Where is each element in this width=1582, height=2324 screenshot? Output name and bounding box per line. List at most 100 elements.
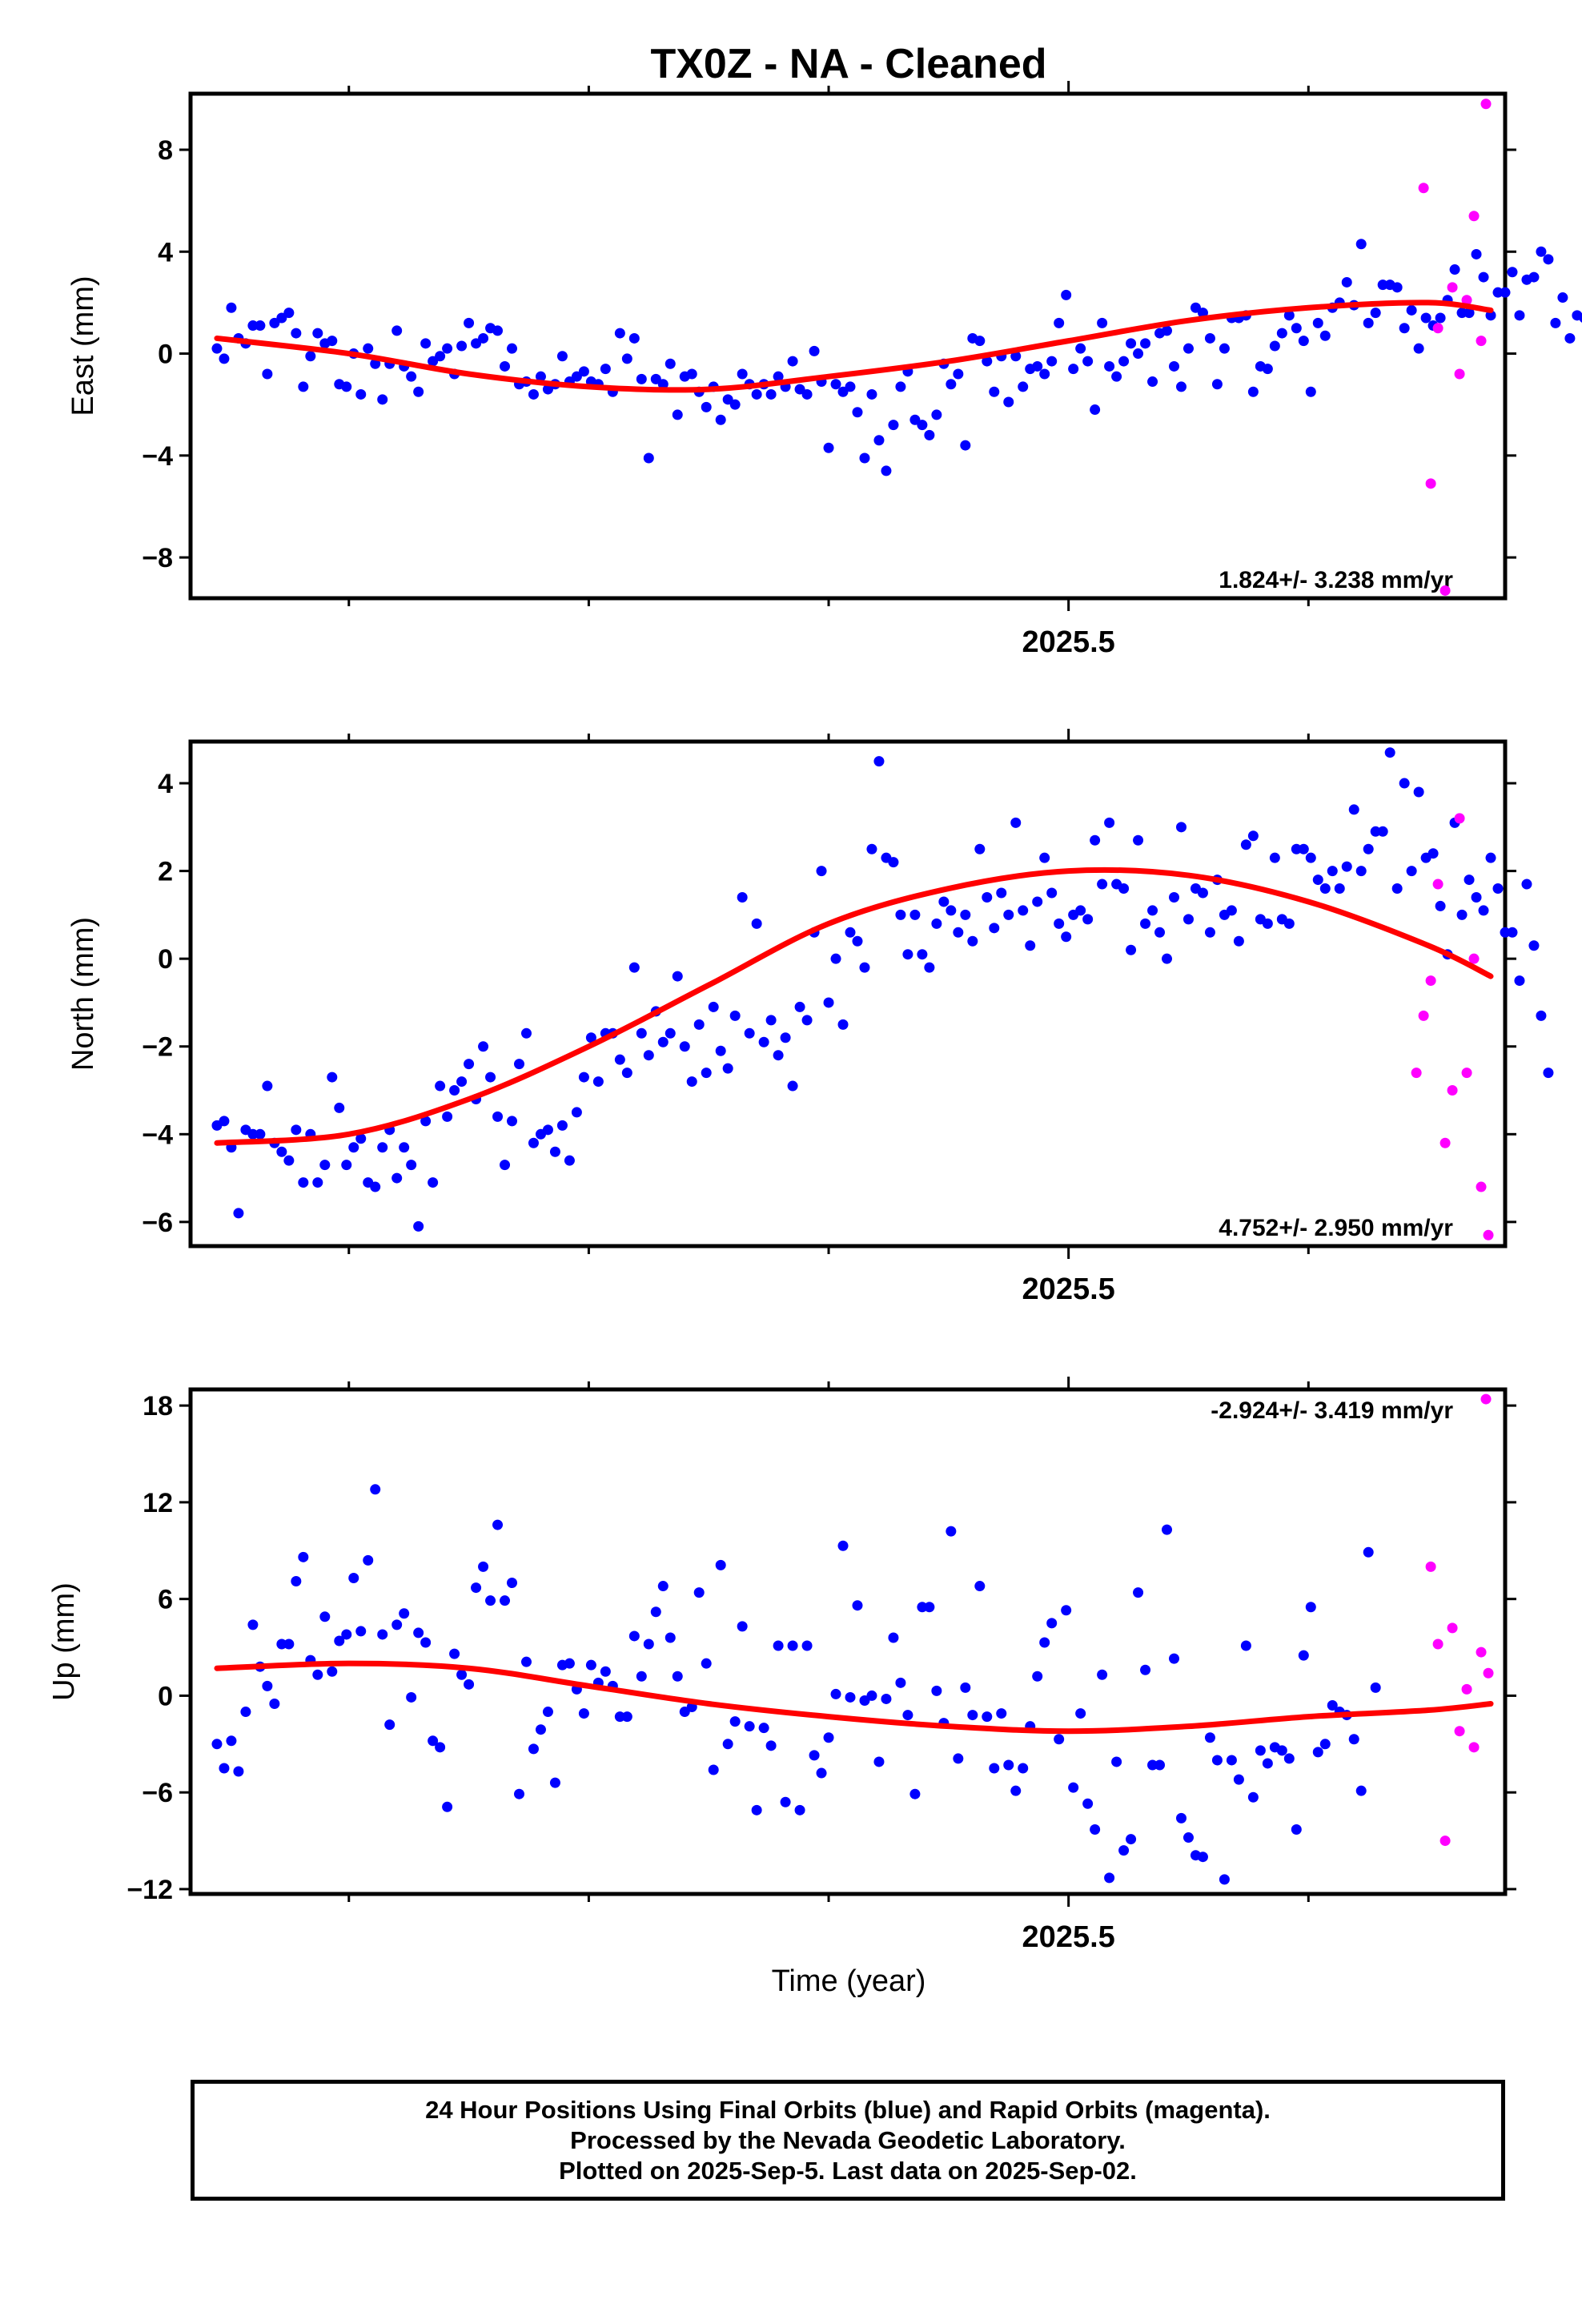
final-point	[348, 1572, 359, 1583]
final-point	[715, 414, 726, 425]
final-point	[1550, 317, 1561, 328]
final-point	[1348, 1734, 1359, 1745]
final-point	[672, 409, 683, 420]
final-point	[1370, 1682, 1381, 1693]
final-point	[765, 1015, 777, 1026]
final-point	[428, 356, 439, 367]
final-point	[859, 962, 870, 973]
final-point	[996, 887, 1007, 899]
y-axis-title: North (mm)	[66, 917, 100, 1071]
final-point	[399, 1608, 410, 1619]
final-point	[636, 373, 647, 384]
final-point	[500, 1160, 511, 1171]
final-point	[1039, 852, 1050, 863]
final-point	[1182, 1832, 1194, 1844]
final-point	[413, 1627, 424, 1638]
final-point	[348, 1142, 359, 1153]
final-point	[1276, 1745, 1287, 1756]
rapid-point	[1476, 336, 1487, 347]
final-point	[1003, 396, 1014, 408]
final-point	[1384, 747, 1395, 758]
final-point	[1319, 883, 1331, 895]
final-point	[1219, 343, 1230, 354]
final-point	[211, 1739, 223, 1750]
final-point	[1536, 246, 1547, 257]
final-point	[298, 381, 309, 392]
final-point	[1283, 310, 1295, 321]
final-point	[535, 371, 546, 382]
final-point	[881, 465, 892, 476]
final-point	[751, 1804, 762, 1815]
final-point	[507, 1116, 518, 1127]
y-tick-label: 8	[158, 135, 173, 166]
final-point	[628, 1630, 640, 1642]
final-point	[1348, 804, 1359, 815]
final-point	[657, 1036, 669, 1047]
final-point	[1456, 308, 1468, 319]
final-point	[1126, 944, 1137, 955]
final-point	[809, 345, 820, 356]
final-point	[931, 1685, 942, 1696]
final-point	[1543, 1068, 1554, 1079]
final-point	[751, 388, 762, 400]
final-point	[801, 1015, 813, 1026]
final-point	[737, 1621, 748, 1632]
final-point	[758, 1723, 769, 1734]
final-point	[1090, 404, 1101, 416]
final-point	[679, 1041, 690, 1052]
final-point	[895, 381, 906, 392]
final-point	[737, 368, 748, 380]
final-point	[614, 1054, 625, 1065]
y-tick-label: 18	[143, 1391, 173, 1421]
x-tick-label: 2025.5	[1022, 1920, 1115, 1954]
final-point	[406, 1160, 417, 1171]
north-panel: 4 2 0 −2 −4 −6 2025.5 North (mm) 4.752+/- 2.950 …	[66, 729, 1554, 1306]
y-tick-label: −2	[142, 1032, 173, 1063]
plot-frame	[188, 739, 1508, 1248]
final-point	[628, 962, 640, 973]
final-point	[924, 429, 935, 440]
final-point	[520, 1027, 532, 1039]
final-point	[982, 1711, 993, 1723]
final-point	[1219, 1874, 1230, 1885]
final-point	[341, 1629, 352, 1640]
final-point	[787, 1640, 798, 1651]
final-point	[823, 442, 834, 453]
final-point	[1204, 927, 1215, 938]
final-point	[269, 1698, 280, 1709]
final-point	[701, 1658, 712, 1669]
final-point	[787, 356, 798, 367]
final-point	[737, 891, 748, 903]
final-point	[1485, 310, 1496, 321]
y-tick-label: 0	[158, 944, 173, 975]
final-point	[1169, 891, 1180, 903]
final-point	[830, 1688, 841, 1699]
final-point	[1204, 332, 1215, 344]
final-point	[298, 1177, 309, 1188]
final-point	[621, 353, 632, 364]
final-point	[729, 1010, 741, 1021]
final-point	[312, 328, 323, 339]
final-point	[938, 896, 950, 907]
final-point	[751, 918, 762, 929]
final-point	[845, 1691, 856, 1703]
final-point	[873, 1756, 885, 1767]
final-point	[1039, 368, 1050, 380]
final-point	[780, 1032, 791, 1043]
fit-curve	[214, 1660, 1494, 1735]
final-point	[1018, 381, 1029, 392]
final-point	[420, 1116, 432, 1127]
final-point	[1111, 1756, 1122, 1767]
final-point	[255, 1128, 266, 1140]
rapid-point	[1483, 1667, 1494, 1679]
rapid-point	[1454, 813, 1465, 824]
final-point	[909, 909, 921, 920]
rapid-point	[1447, 282, 1458, 293]
rapid-point	[1461, 295, 1472, 306]
final-point	[614, 1711, 625, 1723]
final-point	[1528, 271, 1540, 283]
final-point	[442, 343, 453, 354]
final-point	[1003, 909, 1014, 920]
final-point	[592, 1076, 604, 1088]
